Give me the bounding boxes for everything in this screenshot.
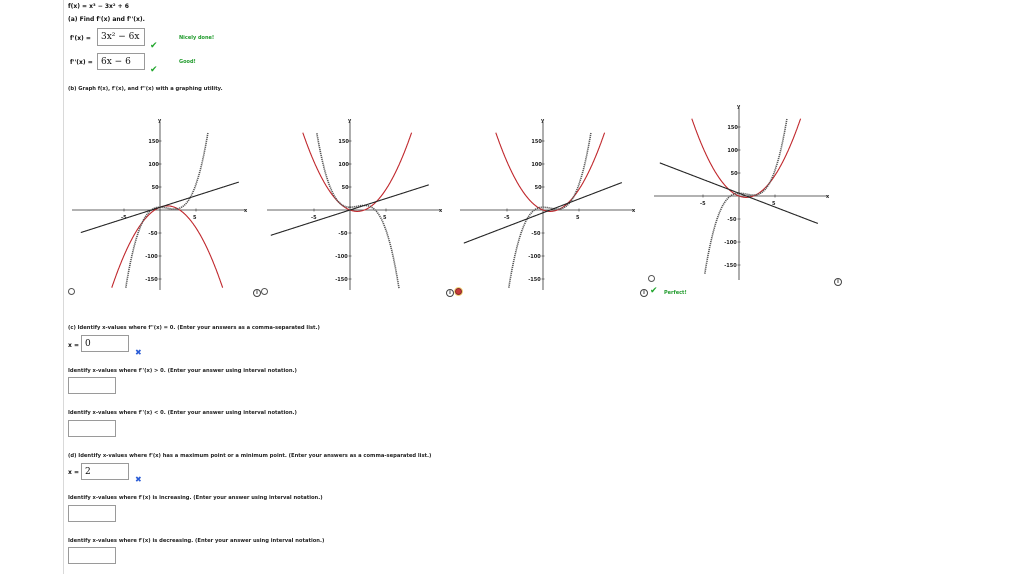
y-tick-label: 100 bbox=[148, 162, 159, 168]
curve-3 bbox=[659, 162, 819, 224]
part-d-answer-1-input[interactable]: 2 bbox=[81, 463, 129, 480]
y-tick-label: -150 bbox=[335, 277, 348, 283]
graph-option-4-radio[interactable] bbox=[648, 275, 655, 282]
y-tick-label: 150 bbox=[727, 125, 738, 131]
cross-icon: ✖ bbox=[135, 348, 142, 357]
y-tick-label: 50 bbox=[731, 171, 738, 177]
check-icon: ✔ bbox=[150, 41, 158, 51]
curve-1 bbox=[691, 118, 802, 198]
part-c-answer-2-input[interactable] bbox=[68, 377, 116, 394]
cross-icon: ✖ bbox=[135, 475, 142, 484]
y-tick-label: 50 bbox=[342, 185, 349, 191]
y-tick-label: -150 bbox=[145, 277, 158, 283]
x-tick-label: 5 bbox=[772, 201, 776, 207]
x-tick-label: 5 bbox=[576, 215, 580, 221]
y-tick-label: 100 bbox=[338, 162, 349, 168]
curve-3 bbox=[270, 184, 429, 236]
curve-3 bbox=[463, 182, 623, 244]
graph-option-4: x y -5 5 150 100 50 -50 -100 -150 bbox=[654, 104, 830, 280]
check-icon: ✔ bbox=[150, 65, 158, 75]
y-axis-label: y bbox=[158, 118, 162, 124]
y-tick-label: 100 bbox=[531, 162, 542, 168]
y-tick-label: 150 bbox=[338, 139, 349, 145]
x-axis-label: x bbox=[826, 194, 830, 200]
curve-1 bbox=[495, 132, 606, 212]
part-c-prompt-2: Identify x-values where f''(x) > 0. (Ent… bbox=[68, 368, 297, 374]
x-axis-label: x bbox=[439, 208, 443, 214]
y-tick-label: -100 bbox=[528, 254, 541, 260]
y-tick-label: -50 bbox=[727, 217, 737, 223]
curve-1 bbox=[111, 205, 224, 288]
part-d-prompt-2: Identify x-values where f'(x) is increas… bbox=[68, 495, 323, 501]
info-icon[interactable]: i bbox=[446, 289, 454, 297]
function-definition: f(x) = x³ − 3x² + 6 bbox=[68, 3, 129, 10]
x-tick-label: -5 bbox=[504, 215, 510, 221]
info-icon[interactable]: i bbox=[253, 289, 261, 297]
y-axis-label: y bbox=[737, 104, 741, 110]
y-tick-label: -150 bbox=[724, 263, 737, 269]
part-c-answer-3-input[interactable] bbox=[68, 420, 116, 437]
part-c-prompt-1: (c) Identify x-values where f''(x) = 0. … bbox=[68, 325, 320, 331]
x-tick-label: 5 bbox=[193, 215, 197, 221]
y-tick-label: 150 bbox=[148, 139, 159, 145]
graph-option-2-radio[interactable] bbox=[261, 288, 268, 295]
y-tick-label: -50 bbox=[531, 231, 541, 237]
graph-option-3-radio[interactable] bbox=[455, 288, 462, 295]
y-tick-label: -50 bbox=[338, 231, 348, 237]
part-d-answer-2-input[interactable] bbox=[68, 505, 116, 522]
graph-option-1: x y -5 5 150 100 50 -50 -100 -150 bbox=[72, 118, 248, 290]
y-axis-label: y bbox=[541, 118, 545, 124]
part-d-answer-3-input[interactable] bbox=[68, 547, 116, 564]
x-axis-label: x bbox=[632, 208, 636, 214]
y-tick-label: -50 bbox=[148, 231, 158, 237]
part-d-prompt-3: Identify x-values where f'(x) is decreas… bbox=[68, 538, 325, 544]
curve-2 bbox=[508, 132, 592, 288]
y-tick-label: -100 bbox=[335, 254, 348, 260]
x-tick-label: -5 bbox=[311, 215, 317, 221]
curve-2 bbox=[704, 118, 788, 274]
x-axis-label: x bbox=[244, 208, 248, 214]
second-derivative-input[interactable]: 6x − 6 bbox=[97, 53, 145, 70]
y-tick-label: 100 bbox=[727, 148, 738, 154]
curve-3 bbox=[80, 181, 239, 234]
y-tick-label: -150 bbox=[528, 277, 541, 283]
curve-1 bbox=[302, 132, 413, 212]
x-tick-label: -5 bbox=[700, 201, 706, 207]
curve-2 bbox=[125, 132, 209, 288]
second-derivative-feedback: Good! bbox=[179, 59, 196, 65]
part-d-x-label: x = bbox=[68, 469, 79, 476]
y-tick-label: 50 bbox=[152, 185, 159, 191]
y-tick-label: -100 bbox=[145, 254, 158, 260]
first-derivative-label: f'(x) = bbox=[70, 35, 91, 42]
graph-option-1-radio[interactable] bbox=[68, 288, 75, 295]
part-d-prompt-1: (d) Identify x-values where f'(x) has a … bbox=[68, 453, 432, 459]
graph-option-3: x y -5 5 150 100 50 -50 -100 -150 bbox=[460, 118, 636, 290]
part-b-prompt: (b) Graph f(x), f'(x), and f''(x) with a… bbox=[68, 86, 223, 92]
x-tick-label: 5 bbox=[383, 215, 387, 221]
part-c-prompt-3: Identify x-values where f''(x) < 0. (Ent… bbox=[68, 410, 297, 416]
part-c-answer-1-input[interactable]: 0 bbox=[81, 335, 129, 352]
part-c-x-label: x = bbox=[68, 342, 79, 349]
info-icon[interactable]: i bbox=[640, 289, 648, 297]
first-derivative-feedback: Nicely done! bbox=[179, 35, 215, 41]
curve-2 bbox=[316, 133, 400, 289]
y-tick-label: 50 bbox=[535, 185, 542, 191]
first-derivative-input[interactable]: 3x² − 6x bbox=[97, 28, 145, 46]
part-b-feedback: Perfect! bbox=[664, 290, 687, 296]
y-tick-label: -100 bbox=[724, 240, 737, 246]
info-icon[interactable]: i bbox=[834, 278, 842, 286]
x-tick-label: -5 bbox=[121, 215, 127, 221]
left-margin-line bbox=[63, 0, 64, 574]
y-tick-label: 150 bbox=[531, 139, 542, 145]
y-axis-label: y bbox=[348, 118, 352, 124]
check-icon: ✔ bbox=[650, 286, 658, 296]
second-derivative-label: f''(x) = bbox=[70, 59, 93, 66]
part-a-prompt: (a) Find f'(x) and f''(x). bbox=[68, 16, 145, 23]
graph-option-2: x y -5 5 150 100 50 -50 -100 -150 bbox=[267, 118, 443, 290]
